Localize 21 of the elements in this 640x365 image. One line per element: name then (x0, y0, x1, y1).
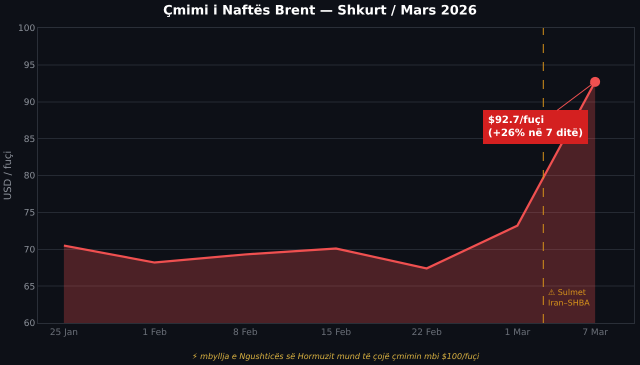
x-tick-label: 25 Jan (50, 328, 78, 338)
y-axis-title: USD / fuçi (3, 150, 14, 200)
x-tick-label: 7 Mar (582, 328, 608, 338)
y-tick-label: 90 (24, 98, 36, 108)
y-tick-label: 95 (24, 61, 36, 72)
annotation: $92.7/fuçi (+26% në 7 ditë) (488, 115, 583, 139)
y-tick-label: 65 (24, 282, 36, 292)
y-tick-label: 75 (24, 208, 36, 219)
x-tick-label: 15 Feb (320, 328, 352, 338)
y-tick-label: 100 (18, 24, 36, 34)
ref-line-label: ⚠ Sulmet Iran–SHBA (548, 288, 590, 308)
x-tick-label: 1 Feb (142, 328, 168, 338)
x-tick-label: 1 Mar (504, 328, 530, 338)
y-tick-label: 70 (24, 245, 36, 256)
text: ⚡ mbyllja e Ngushticës së Hormuzit mund të çojë çmimin mbi $100/fuçi (192, 352, 480, 361)
chart-title: Çmimi i Naftës Brent — Shkurt / Mars 2026 (163, 4, 477, 19)
x-tick-label: 8 Feb (233, 328, 258, 338)
y-tick-label: 60 (24, 319, 36, 330)
y-tick-label: 80 (24, 172, 36, 182)
y-tick-label: 85 (24, 134, 36, 145)
x-tick-label: 22 Feb (412, 328, 442, 338)
